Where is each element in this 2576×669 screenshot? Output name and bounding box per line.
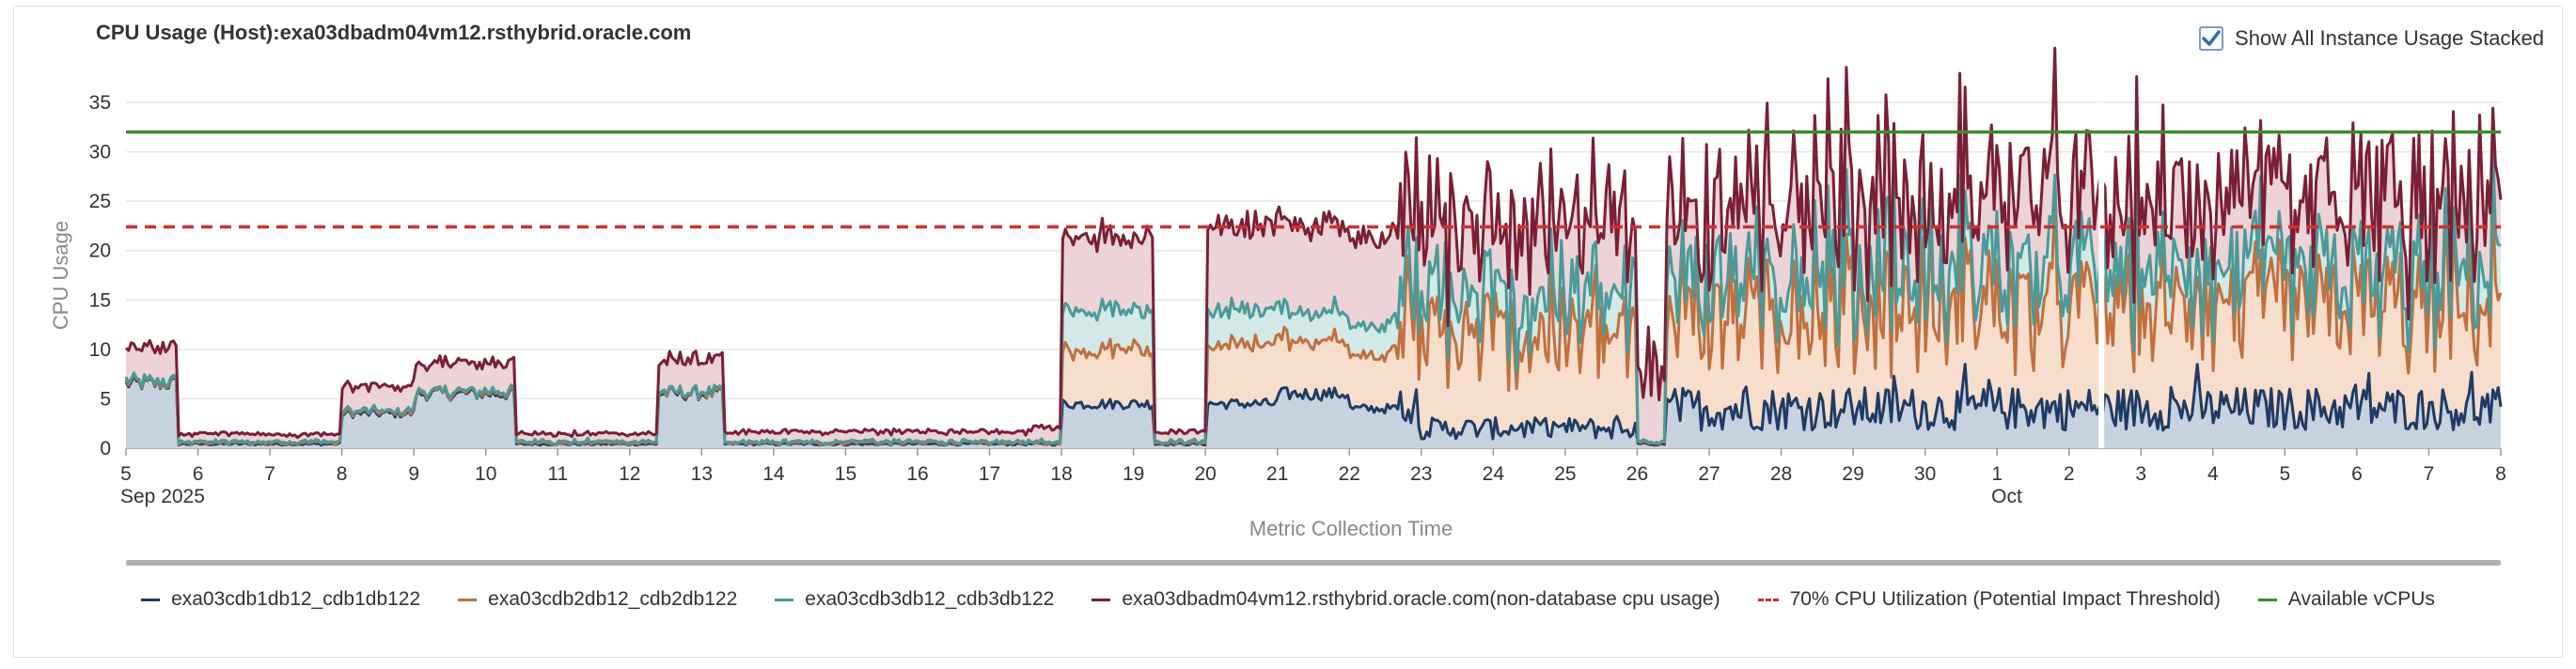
y-tick-label: 35	[89, 92, 111, 114]
legend-item-vcpus[interactable]: Available vCPUs	[2257, 588, 2435, 611]
x-tick-label: 19	[1123, 463, 1144, 485]
x-tick-label: 13	[691, 463, 713, 485]
legend-swatch	[2257, 598, 2277, 601]
y-tick-label: 0	[100, 438, 111, 459]
x-tick-label: 8	[2495, 463, 2506, 485]
area-host	[126, 48, 2501, 445]
x-tick-label: 5	[120, 463, 132, 485]
show-all-stacked-toggle[interactable]: Show All Instance Usage Stacked	[2199, 26, 2544, 51]
x-tick-label: 11	[547, 463, 568, 485]
y-axis: 0 5 10 15 20 25 30 35	[89, 92, 111, 459]
x-tick-label: 6	[2351, 463, 2363, 485]
x-tick-label: 3	[2135, 463, 2146, 485]
legend-item-host[interactable]: exa03dbadm04vm12.rsthybrid.oracle.com(no…	[1092, 588, 1720, 611]
x-tick-label: 16	[906, 463, 928, 485]
x-tick-label: 23	[1410, 463, 1432, 485]
x-tick-label: 6	[193, 463, 204, 485]
legend-item-cdb2[interactable]: exa03cdb2db12_cdb2db122	[458, 588, 737, 611]
x-tick-label: 26	[1626, 463, 1648, 485]
series-lines	[124, 46, 2503, 448]
stacked-checkbox[interactable]	[2199, 26, 2224, 51]
x-tick-label: 15	[835, 463, 856, 485]
x-tick-label: 8	[337, 463, 348, 485]
stacked-toggle-label: Show All Instance Usage Stacked	[2235, 26, 2544, 50]
legend-label: exa03cdb1db12_cdb1db122	[171, 588, 421, 610]
x-tick-label: 1	[1991, 463, 2003, 485]
legend-item-cdb3[interactable]: exa03cdb3db12_cdb3db122	[775, 588, 1054, 611]
legend-label: 70% CPU Utilization (Potential Impact Th…	[1789, 588, 2221, 610]
legend-swatch	[1092, 598, 1111, 601]
x-tick-label: 7	[2424, 463, 2435, 485]
x-tick-sublabel: Sep 2025	[120, 486, 205, 507]
chart-scrollbar[interactable]	[126, 560, 2501, 566]
data-gap	[2098, 102, 2105, 448]
x-tick-label: 10	[475, 463, 496, 485]
x-tick-label: 14	[762, 463, 785, 485]
x-tick-sublabel: Oct	[1991, 486, 2022, 507]
x-tick-label: 25	[1554, 463, 1576, 485]
y-tick-label: 10	[89, 339, 111, 361]
x-tick-label: 30	[1914, 463, 1936, 485]
x-tick-label: 28	[1770, 463, 1792, 485]
x-tick-label: 29	[1842, 463, 1863, 485]
y-tick-label: 15	[89, 289, 111, 311]
legend-swatch	[775, 598, 794, 601]
x-tick-label: 27	[1698, 463, 1720, 485]
x-tick-label: 9	[408, 463, 419, 485]
area-cdb1	[126, 364, 2501, 448]
legend-label: Available vCPUs	[2287, 588, 2435, 610]
x-tick-label: 24	[1483, 463, 1505, 485]
checkmark-icon	[2202, 30, 2221, 46]
chart-legend: exa03cdb1db12_cdb1db122 exa03cdb2db12_cdb…	[0, 588, 2576, 611]
legend-label: exa03cdb2db12_cdb2db122	[488, 588, 738, 610]
y-axis-title: CPU Usage	[49, 221, 72, 330]
legend-swatch	[1757, 598, 1779, 601]
series-line-cdb2[interactable]	[124, 180, 2503, 446]
y-tick-label: 30	[89, 142, 111, 163]
x-tick-label: 2	[2064, 463, 2075, 485]
x-tick-label: 4	[2207, 463, 2219, 485]
x-tick-label: 17	[979, 463, 1000, 485]
reference-lines	[126, 130, 2501, 229]
legend-swatch	[141, 598, 161, 601]
y-tick-label: 25	[89, 191, 111, 212]
stacked-areas	[126, 48, 2501, 448]
x-tick-label: 7	[264, 463, 275, 485]
x-tick-label: 20	[1195, 463, 1217, 485]
x-tick-label: 5	[2280, 463, 2291, 485]
area-cdb2	[126, 181, 2501, 445]
x-tick-label: 18	[1050, 463, 1072, 485]
x-tick-label: 21	[1266, 463, 1288, 485]
legend-label: exa03dbadm04vm12.rsthybrid.oracle.com(no…	[1122, 588, 1720, 610]
x-axis-title: Metric Collection Time	[1249, 517, 1453, 540]
x-tick-label: 22	[1339, 463, 1360, 485]
legend-swatch	[458, 598, 478, 601]
series-line-cdb3[interactable]	[124, 140, 2502, 446]
legend-item-cdb1[interactable]: exa03cdb1db12_cdb1db122	[141, 588, 420, 611]
x-tick-label: 12	[619, 463, 640, 485]
y-tick-label: 20	[89, 241, 111, 262]
legend-label: exa03cdb3db12_cdb3db122	[805, 588, 1055, 610]
legend-item-threshold[interactable]: 70% CPU Utilization (Potential Impact Th…	[1757, 588, 2221, 611]
y-tick-label: 5	[100, 388, 111, 410]
chart-title: CPU Usage (Host):exa03dbadm04vm12.rsthyb…	[96, 21, 692, 44]
